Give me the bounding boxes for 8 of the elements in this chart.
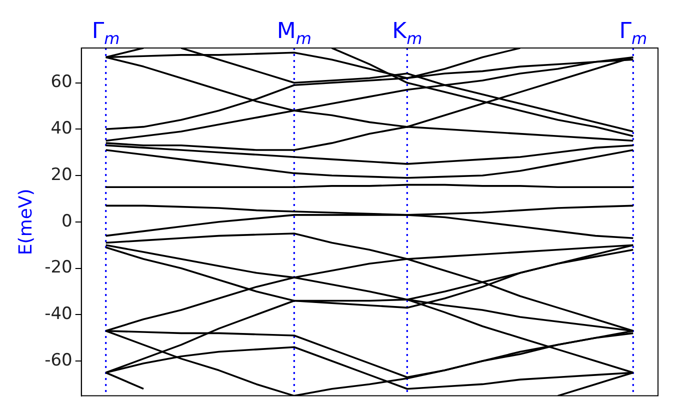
- y-tick-label: -60: [44, 350, 72, 370]
- y-tick-label: 20: [50, 164, 72, 185]
- y-tick-label: -20: [44, 258, 72, 278]
- y-tick-label: 40: [50, 118, 72, 139]
- y-tick-label: 0: [62, 211, 72, 232]
- y-tick-label: -40: [44, 304, 72, 324]
- y-axis-title: E(meV): [15, 188, 36, 256]
- y-tick-label: 60: [50, 72, 72, 92]
